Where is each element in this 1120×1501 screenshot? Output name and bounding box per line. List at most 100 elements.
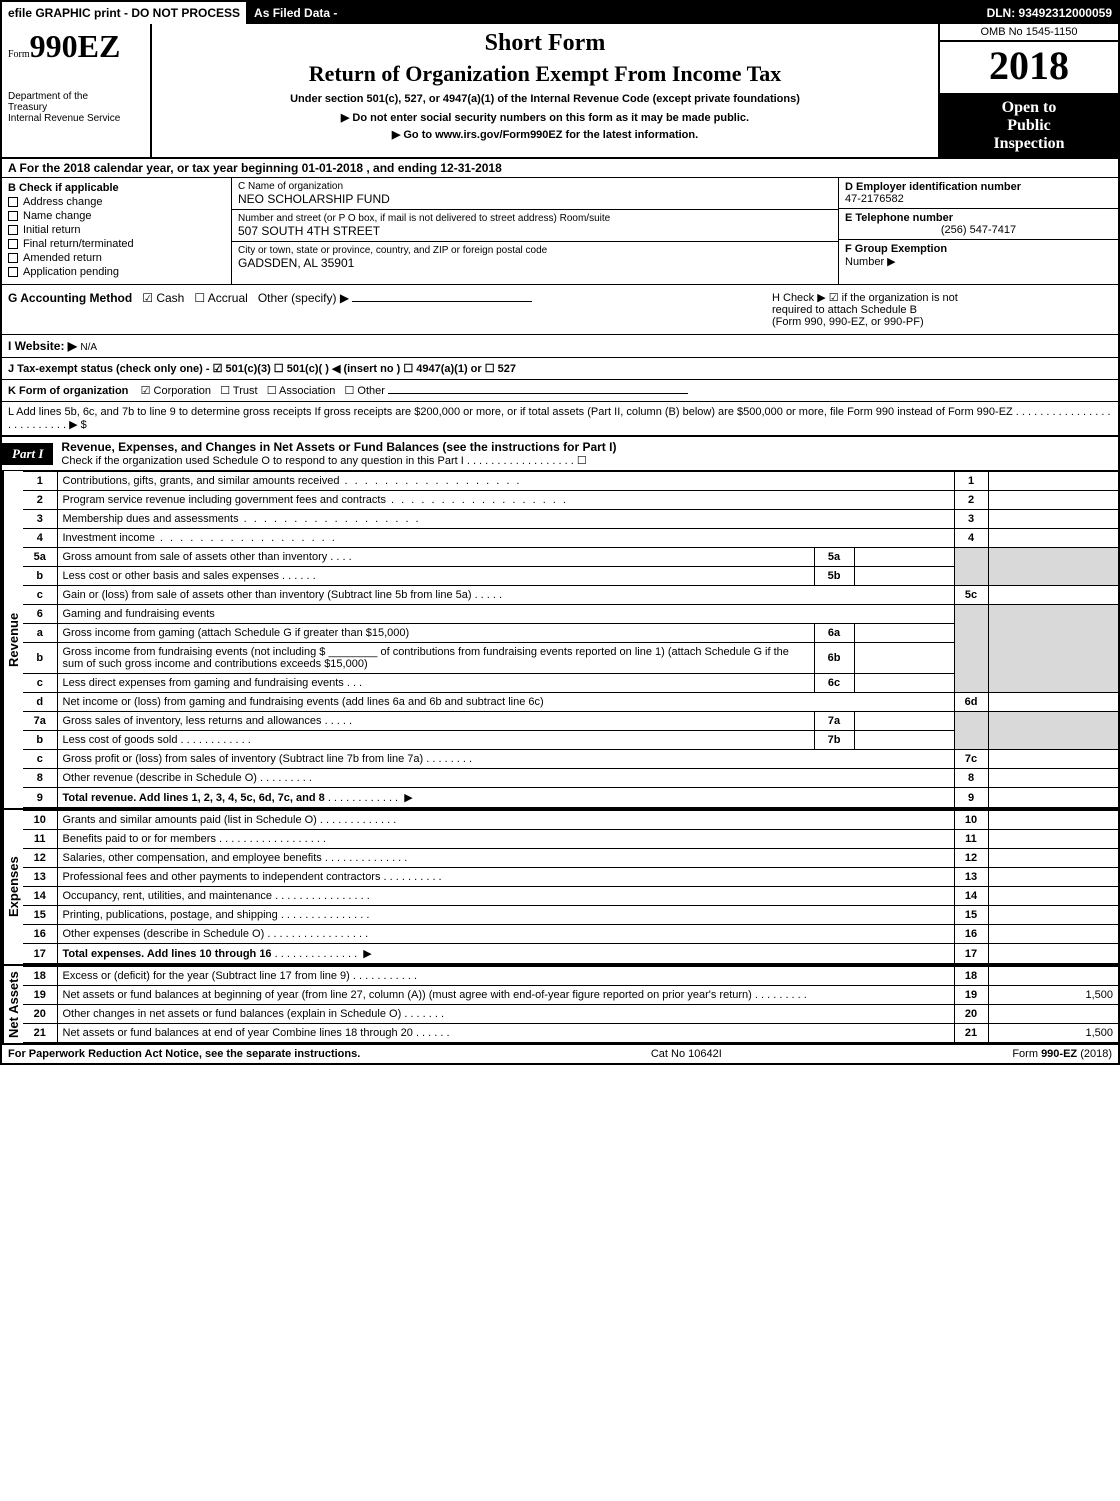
- short-form-title: Short Form: [160, 30, 930, 57]
- j-tax-exempt-row: J Tax-exempt status (check only one) - ☑…: [2, 358, 1118, 380]
- right-info-block: OMB No 1545-1150 2018 Open to Public Ins…: [938, 24, 1118, 157]
- footer-row: For Paperwork Reduction Act Notice, see …: [2, 1043, 1118, 1063]
- h-line3: (Form 990, 990-EZ, or 990-PF): [772, 316, 1112, 328]
- line-7c: c Gross profit or (loss) from sales of i…: [23, 750, 1118, 769]
- d-ein-label: D Employer identification number: [845, 181, 1021, 193]
- revenue-section: Revenue 1 Contributions, gifts, grants, …: [2, 471, 1118, 808]
- line-11: 11 Benefits paid to or for members . . .…: [23, 830, 1118, 849]
- under-section-text: Under section 501(c), 527, or 4947(a)(1)…: [160, 93, 930, 105]
- line-12: 12 Salaries, other compensation, and emp…: [23, 849, 1118, 868]
- form-number-block: Form990EZ Department of the Treasury Int…: [2, 24, 152, 157]
- part-i-header: Part I Revenue, Expenses, and Changes in…: [2, 437, 1118, 471]
- h-line1: H Check ▶ ☑ if the organization is not: [772, 291, 1112, 304]
- c-name-value: NEO SCHOLARSHIP FUND: [238, 192, 832, 206]
- goto-link[interactable]: ▶ Go to www.irs.gov/Form990EZ for the la…: [160, 128, 930, 141]
- b-title: B Check if applicable: [8, 182, 225, 194]
- d-ein-value: 47-2176582: [845, 193, 904, 205]
- l-gross-receipts-row: L Add lines 5b, 6c, and 7b to line 9 to …: [2, 402, 1118, 437]
- line-2: 2 Program service revenue including gove…: [23, 491, 1118, 510]
- k-label: K Form of organization: [8, 385, 128, 397]
- f-label2: Number ▶: [845, 256, 896, 268]
- k-form-of-org-row: K Form of organization ☑ Corporation ☐ T…: [2, 380, 1118, 402]
- g-other[interactable]: Other (specify) ▶: [258, 291, 349, 305]
- g-accounting-method: G Accounting Method ☑ Cash ☐ Accrual Oth…: [8, 291, 772, 328]
- line-5c: c Gain or (loss) from sale of assets oth…: [23, 586, 1118, 605]
- column-b-checkboxes: B Check if applicable Address change Nam…: [2, 178, 232, 284]
- line-5b: b Less cost or other basis and sales exp…: [23, 567, 1118, 586]
- department-line1: Department of the: [8, 91, 144, 102]
- g-accrual[interactable]: ☐ Accrual: [194, 291, 247, 305]
- expenses-table: 10 Grants and similar amounts paid (list…: [23, 810, 1118, 964]
- i-website-value: N/A: [80, 342, 97, 353]
- column-def: D Employer identification number 47-2176…: [838, 178, 1118, 284]
- check-name-change[interactable]: Name change: [8, 210, 225, 222]
- line-5a: 5a Gross amount from sale of assets othe…: [23, 548, 1118, 567]
- g-cash[interactable]: ☑ Cash: [142, 291, 184, 305]
- c-city-value: GADSDEN, AL 35901: [238, 256, 832, 270]
- expenses-section: Expenses 10 Grants and similar amounts p…: [2, 808, 1118, 964]
- k-trust[interactable]: ☐ Trust: [220, 385, 257, 397]
- line-3: 3 Membership dues and assessments 3: [23, 510, 1118, 529]
- line-6a: a Gross income from gaming (attach Sched…: [23, 624, 1118, 643]
- line-21: 21 Net assets or fund balances at end of…: [23, 1024, 1118, 1043]
- part-i-subtitle: Check if the organization used Schedule …: [61, 454, 616, 467]
- line-15: 15 Printing, publications, postage, and …: [23, 906, 1118, 925]
- c-city-label: City or town, state or province, country…: [238, 245, 832, 256]
- as-filed-label: As Filed Data -: [246, 2, 345, 24]
- h-line2: required to attach Schedule B: [772, 304, 1112, 316]
- section-gh: G Accounting Method ☑ Cash ☐ Accrual Oth…: [2, 285, 1118, 335]
- d-ein-row: D Employer identification number 47-2176…: [839, 178, 1118, 209]
- e-phone-row: E Telephone number (256) 547-7417: [839, 209, 1118, 240]
- check-final-return[interactable]: Final return/terminated: [8, 238, 225, 250]
- c-name-label: C Name of organization: [238, 181, 832, 192]
- check-amended-return[interactable]: Amended return: [8, 252, 225, 264]
- row-a-tax-year: A For the 2018 calendar year, or tax yea…: [2, 159, 1118, 178]
- i-website-label: I Website: ▶: [8, 339, 77, 353]
- line-6: 6 Gaming and fundraising events: [23, 605, 1118, 624]
- line-6b: b Gross income from fundraising events (…: [23, 643, 1118, 674]
- check-address-change[interactable]: Address change: [8, 196, 225, 208]
- line-7a: 7a Gross sales of inventory, less return…: [23, 712, 1118, 731]
- efile-header-bar: efile GRAPHIC print - DO NOT PROCESS As …: [2, 2, 1118, 24]
- section-bcdef: B Check if applicable Address change Nam…: [2, 178, 1118, 285]
- footer-right: Form 990-EZ (2018): [1012, 1048, 1112, 1060]
- line-10: 10 Grants and similar amounts paid (list…: [23, 811, 1118, 830]
- net-assets-table: 18 Excess or (deficit) for the year (Sub…: [23, 966, 1118, 1043]
- revenue-table: 1 Contributions, gifts, grants, and simi…: [23, 471, 1118, 808]
- expenses-vlabel: Expenses: [2, 810, 23, 964]
- check-application-pending[interactable]: Application pending: [8, 266, 225, 278]
- net-assets-section: Net Assets 18 Excess or (deficit) for th…: [2, 964, 1118, 1043]
- line-8: 8 Other revenue (describe in Schedule O)…: [23, 769, 1118, 788]
- line-18: 18 Excess or (deficit) for the year (Sub…: [23, 967, 1118, 986]
- form-number: 990EZ: [30, 28, 121, 64]
- h-schedule-b: H Check ▶ ☑ if the organization is not r…: [772, 291, 1112, 328]
- department-line3: Internal Revenue Service: [8, 113, 144, 124]
- line-17: 17 Total expenses. Add lines 10 through …: [23, 944, 1118, 964]
- line-13: 13 Professional fees and other payments …: [23, 868, 1118, 887]
- open-line2: Public: [944, 117, 1114, 135]
- open-line1: Open to: [944, 99, 1114, 117]
- line-19: 19 Net assets or fund balances at beginn…: [23, 986, 1118, 1005]
- line-9: 9 Total revenue. Add lines 1, 2, 3, 4, 5…: [23, 788, 1118, 808]
- dln-label: DLN: 93492312000059: [987, 6, 1118, 20]
- open-line3: Inspection: [944, 135, 1114, 153]
- omb-number: OMB No 1545-1150: [940, 24, 1118, 42]
- c-street-value: 507 SOUTH 4TH STREET: [238, 224, 832, 238]
- revenue-vlabel: Revenue: [2, 471, 23, 808]
- tax-year: 2018: [940, 42, 1118, 95]
- f-label: F Group Exemption: [845, 243, 947, 255]
- return-title: Return of Organization Exempt From Incom…: [160, 61, 930, 87]
- line-6c: c Less direct expenses from gaming and f…: [23, 674, 1118, 693]
- department-line2: Treasury: [8, 102, 144, 113]
- k-other[interactable]: ☐ Other: [344, 385, 384, 397]
- k-association[interactable]: ☐ Association: [267, 385, 336, 397]
- f-group-exemption-row: F Group Exemption Number ▶: [839, 240, 1118, 271]
- g-label: G Accounting Method: [8, 291, 132, 305]
- line-7b: b Less cost of goods sold . . . . . . . …: [23, 731, 1118, 750]
- k-corporation[interactable]: ☑ Corporation: [141, 385, 211, 397]
- footer-left: For Paperwork Reduction Act Notice, see …: [8, 1048, 360, 1060]
- e-phone-label: E Telephone number: [845, 212, 953, 224]
- line-4: 4 Investment income 4: [23, 529, 1118, 548]
- check-initial-return[interactable]: Initial return: [8, 224, 225, 236]
- j-text: J Tax-exempt status (check only one) - ☑…: [8, 363, 516, 375]
